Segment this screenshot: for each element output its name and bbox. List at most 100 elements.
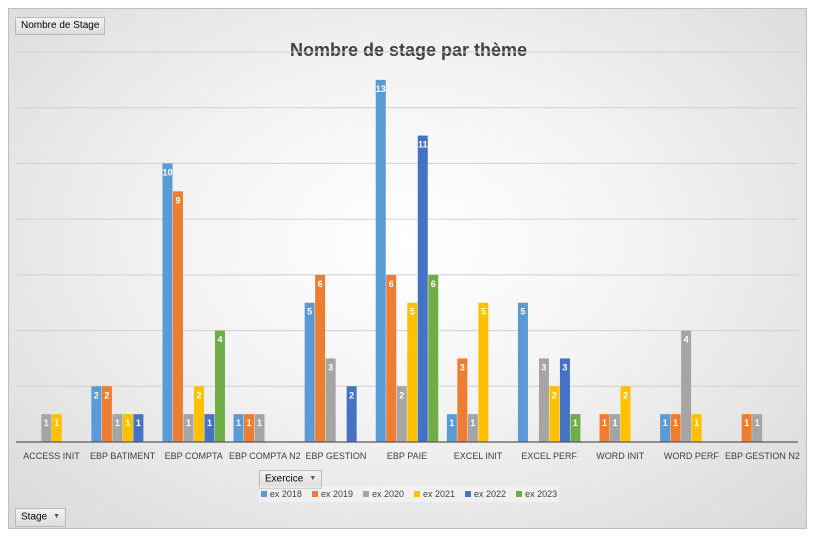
- bar[interactable]: [304, 302, 315, 442]
- bar[interactable]: [101, 386, 112, 442]
- bar[interactable]: [233, 414, 244, 442]
- legend-item[interactable]: ex 2021: [414, 489, 455, 499]
- data-label: 1: [602, 418, 607, 428]
- data-label: 5: [307, 307, 312, 317]
- bar[interactable]: [396, 386, 407, 442]
- data-label: 11: [418, 140, 428, 150]
- x-tick-label: EBP GESTION: [305, 451, 366, 461]
- data-label: 5: [520, 307, 525, 317]
- data-label: 9: [175, 195, 180, 205]
- data-label: 2: [623, 390, 628, 400]
- chart-title: Nombre de stage par thème: [289, 40, 528, 60]
- data-label: 13: [376, 84, 386, 94]
- bar[interactable]: [122, 414, 133, 442]
- bar[interactable]: [162, 163, 173, 442]
- bar[interactable]: [41, 414, 52, 442]
- data-label: 5: [410, 307, 415, 317]
- bar[interactable]: [670, 414, 681, 442]
- axis-field-button[interactable]: Stage ▼: [15, 508, 67, 527]
- data-label: 2: [552, 390, 557, 400]
- bar[interactable]: [478, 302, 489, 442]
- bar[interactable]: [325, 358, 336, 442]
- data-label: 1: [673, 418, 678, 428]
- bar[interactable]: [538, 358, 549, 442]
- data-label: 1: [613, 418, 618, 428]
- bar[interactable]: [244, 414, 255, 442]
- legend-swatch: [414, 491, 420, 497]
- data-label: 6: [318, 279, 323, 289]
- bar[interactable]: [467, 414, 478, 442]
- bar[interactable]: [183, 414, 194, 442]
- data-label: 6: [431, 279, 436, 289]
- data-label: 1: [115, 418, 120, 428]
- bar[interactable]: [610, 414, 621, 442]
- legend-item[interactable]: ex 2019: [311, 489, 353, 499]
- legend-label: ex 2023: [525, 489, 558, 499]
- data-label: 2: [349, 390, 354, 400]
- x-tick-label: WORD PERF: [664, 451, 720, 461]
- data-label: 2: [196, 390, 201, 400]
- bar[interactable]: [428, 274, 439, 442]
- data-label: 3: [460, 362, 465, 372]
- bar[interactable]: [417, 135, 428, 443]
- chart-area: Nombre de Stage Nombre de stage par thèm…: [8, 8, 807, 529]
- legend-item[interactable]: ex 2020: [362, 489, 404, 499]
- bar[interactable]: [570, 414, 581, 442]
- legend-item[interactable]: ex 2022: [465, 489, 506, 499]
- data-label: 5: [481, 307, 486, 317]
- bar[interactable]: [386, 274, 397, 442]
- data-label: 6: [389, 279, 394, 289]
- bar[interactable]: [254, 414, 265, 442]
- bar[interactable]: [172, 191, 183, 442]
- bar[interactable]: [691, 414, 702, 442]
- x-tick-label: EBP BATIMENT: [90, 451, 156, 461]
- bar[interactable]: [517, 302, 528, 442]
- bar[interactable]: [549, 386, 560, 442]
- bar[interactable]: [599, 414, 610, 442]
- bar[interactable]: [315, 274, 326, 442]
- bar[interactable]: [193, 386, 204, 442]
- bar[interactable]: [214, 330, 225, 442]
- x-tick-label: EBP COMPTA N2: [229, 451, 301, 461]
- legend-swatch: [311, 491, 318, 497]
- data-label: 3: [328, 362, 333, 372]
- bar[interactable]: [446, 414, 457, 442]
- legend-swatch: [362, 491, 369, 497]
- legend-label: ex 2020: [371, 489, 404, 499]
- data-label: 1: [449, 418, 454, 428]
- x-tick-label: ACCESS INIT: [23, 451, 80, 461]
- bar[interactable]: [51, 414, 62, 442]
- data-label: 1: [247, 418, 252, 428]
- legend-label: ex 2018: [269, 489, 302, 499]
- data-label: 1: [573, 418, 578, 428]
- bar[interactable]: [346, 386, 357, 442]
- filter-dropdown-icon: ▼: [53, 513, 61, 520]
- value-field-button[interactable]: Nombre de Stage: [15, 17, 106, 35]
- bar[interactable]: [375, 79, 386, 442]
- data-label: 2: [399, 390, 404, 400]
- bar[interactable]: [457, 358, 468, 442]
- data-label: 10: [162, 167, 172, 177]
- legend-item[interactable]: ex 2018: [260, 489, 302, 499]
- bar[interactable]: [133, 414, 144, 442]
- bar[interactable]: [752, 414, 763, 442]
- bar[interactable]: [620, 386, 631, 442]
- bar[interactable]: [407, 302, 418, 442]
- bar[interactable]: [112, 414, 123, 442]
- x-tick-label: EBP COMPTA: [165, 451, 223, 461]
- bar[interactable]: [660, 414, 671, 442]
- bar[interactable]: [681, 330, 692, 442]
- data-label: 1: [44, 418, 49, 428]
- legend-label: ex 2021: [423, 489, 456, 499]
- filter-dropdown-icon: ▼: [309, 475, 317, 482]
- data-label: 1: [744, 418, 749, 428]
- bar[interactable]: [559, 358, 570, 442]
- data-label: 1: [186, 418, 191, 428]
- legend-item[interactable]: ex 2023: [516, 489, 557, 499]
- legend-swatch: [260, 491, 267, 497]
- bar[interactable]: [204, 414, 215, 442]
- bar[interactable]: [741, 414, 752, 442]
- data-label: 4: [684, 335, 689, 345]
- bar[interactable]: [91, 386, 102, 442]
- legend-field-button[interactable]: Exercice ▼: [259, 470, 323, 489]
